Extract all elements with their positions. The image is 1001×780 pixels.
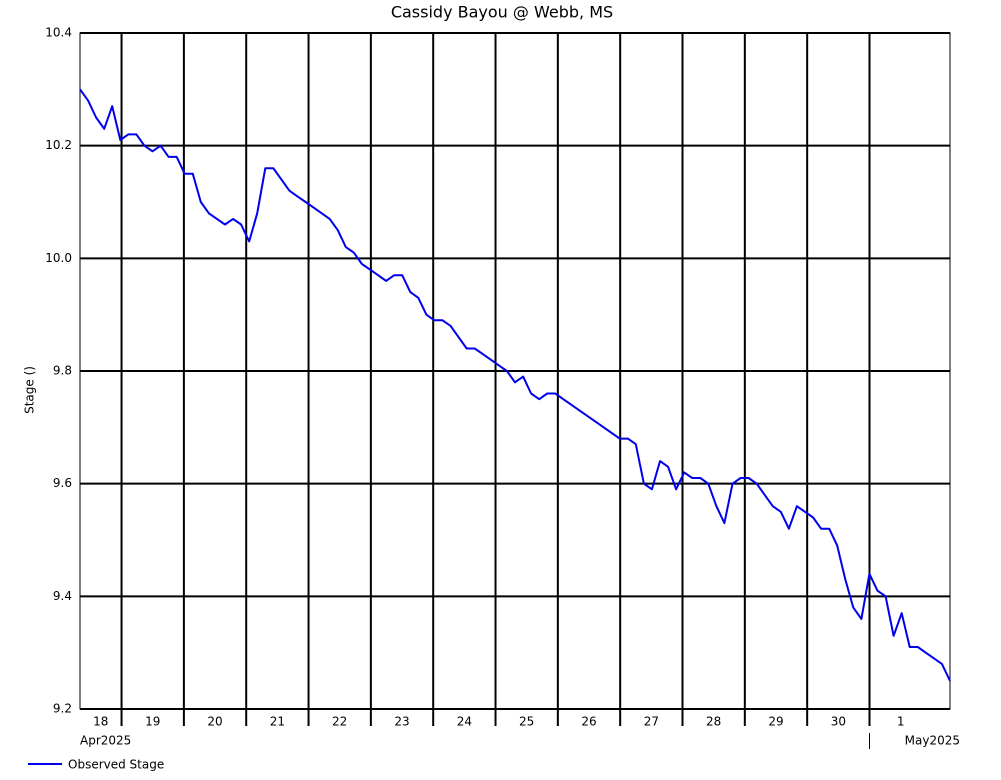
y-tick-label: 9.4 [53, 589, 72, 603]
y-tick-label: 10.2 [45, 138, 72, 152]
x-tick-label: 30 [831, 715, 846, 729]
x-tick-label: 29 [768, 715, 783, 729]
y-tick-label: 10.4 [45, 26, 72, 40]
y-tick-label: 9.6 [53, 476, 72, 490]
month-label: May2025 [905, 734, 960, 748]
y-axis-label: Stage () [23, 366, 37, 414]
x-tick-label: 24 [457, 715, 472, 729]
x-tick-label: 21 [270, 715, 285, 729]
chart-title: Cassidy Bayou @ Webb, MS [391, 3, 613, 22]
y-tick-label: 9.2 [53, 702, 72, 716]
x-tick-label: 19 [145, 715, 160, 729]
x-tick-label: 23 [394, 715, 409, 729]
y-tick-label: 10.0 [45, 251, 72, 265]
x-tick-label: 28 [706, 715, 721, 729]
legend-label: Observed Stage [68, 758, 164, 772]
x-tick-label: 25 [519, 715, 534, 729]
y-tick-label: 9.8 [53, 364, 72, 378]
x-tick-label: 26 [581, 715, 596, 729]
x-tick-label: 1 [897, 715, 905, 729]
x-tick-label: 22 [332, 715, 347, 729]
data-line [79, 88, 951, 682]
x-tick-label: 20 [207, 715, 222, 729]
x-tick-label: 18 [93, 715, 108, 729]
x-tick-label: 27 [644, 715, 659, 729]
month-label: Apr2025 [80, 734, 131, 748]
